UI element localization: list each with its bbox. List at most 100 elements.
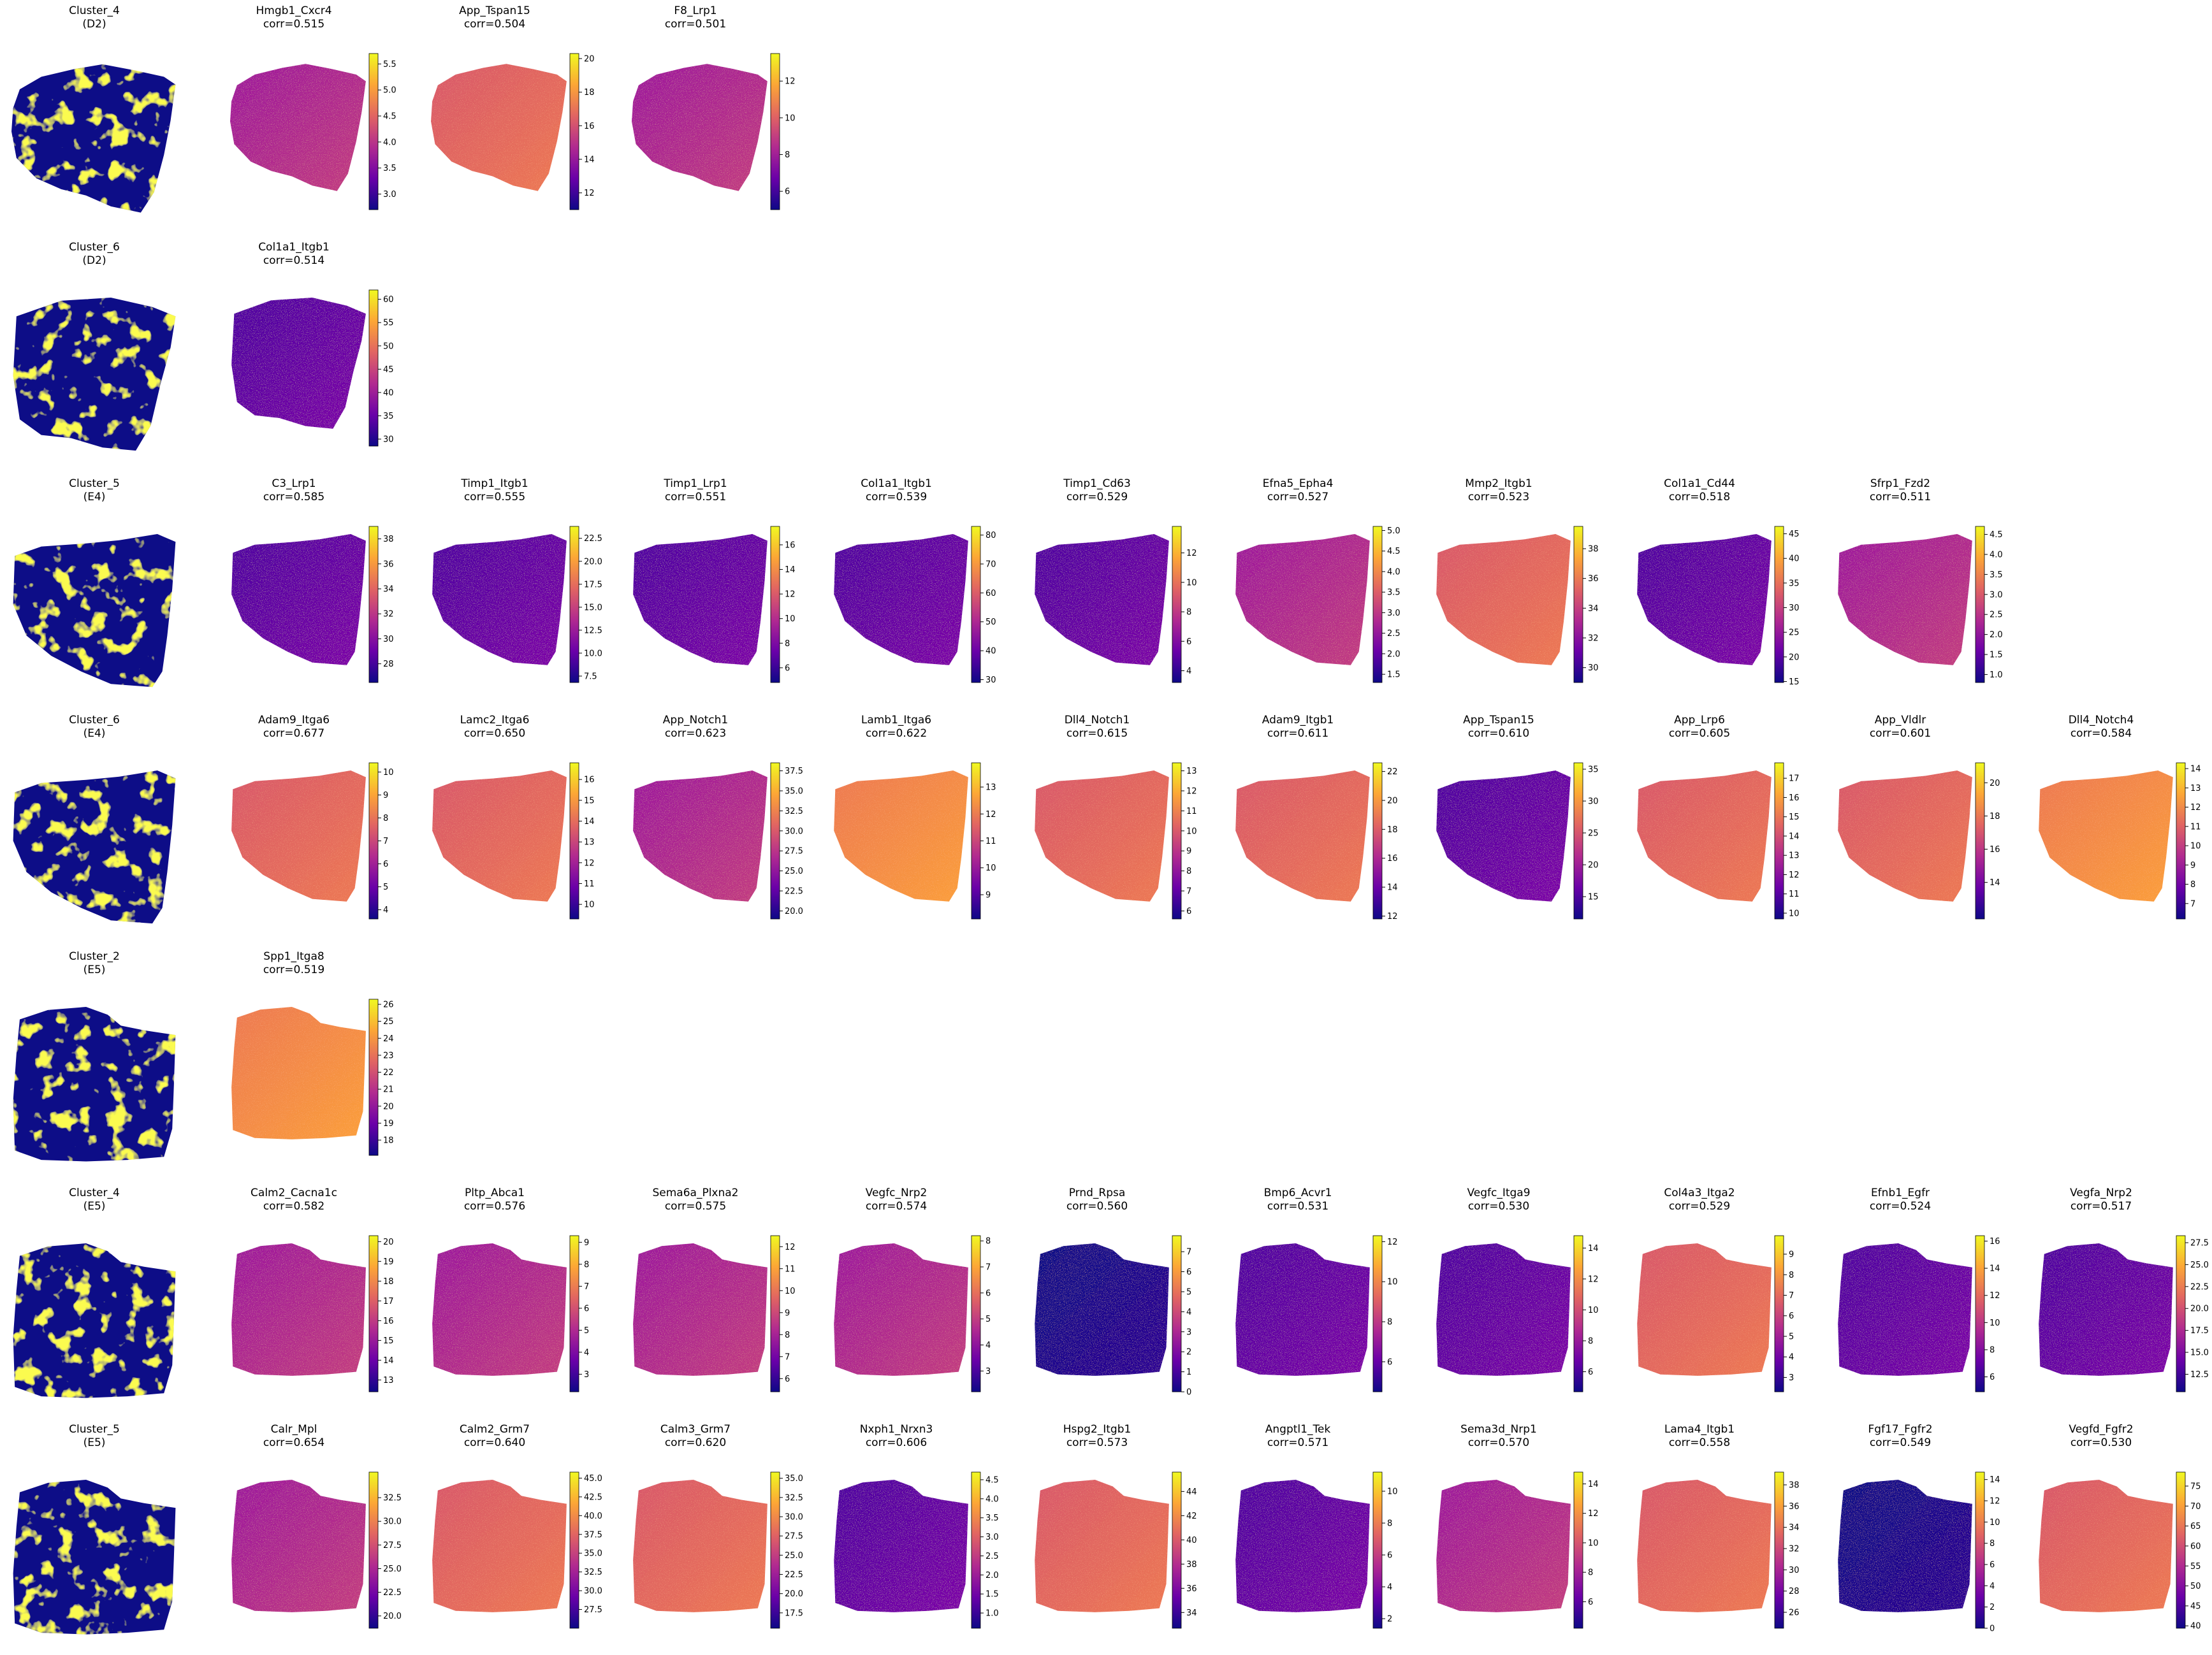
colorbar-tick-label: 13: [584, 838, 595, 848]
spatial-heatmap: [231, 534, 366, 665]
colorbar-tick-label: 30: [383, 635, 394, 644]
colorbar-tick-label: 35: [383, 412, 394, 421]
colorbar-tick-label: 24: [383, 1034, 394, 1044]
colorbar-tick-label: 12.5: [584, 626, 602, 635]
colorbar: 6 7 8 9 10 11 12 13: [1172, 762, 1197, 920]
panel-title-line2: corr=0.558: [1669, 1436, 1730, 1449]
colorbar: 10 11 12 13 14 15 16: [569, 762, 595, 920]
colorbar-gradient: [1573, 1235, 1583, 1392]
colorbar-tick-label: 32.5: [785, 807, 803, 816]
colorbar-tick-label: 7: [584, 1282, 589, 1292]
colorbar-tick-label: 28: [1789, 1587, 1800, 1596]
cluster-mask-panel: Cluster_4(E5): [13, 1187, 176, 1398]
colorbar-tick-label: 11: [584, 879, 595, 889]
colorbar: 7 8 9 10 11 12 13 14: [2176, 762, 2201, 920]
colorbar: 18 19 20 21 22 23 24 25 26: [368, 999, 394, 1156]
colorbar-gradient: [2176, 762, 2186, 920]
panel-title-line2: corr=0.504: [464, 18, 525, 31]
spatial-heatmap: [834, 770, 968, 902]
colorbar-tick-label: 14: [1789, 832, 1800, 841]
colorbar-tick-label: 34: [1789, 1523, 1800, 1533]
colorbar-tick-label: 60: [2190, 1542, 2201, 1551]
colorbar: 1.0 1.5 2.0 2.5 3.0 3.5 4.0 4.5: [1975, 526, 2003, 683]
colorbar-tick-label: 10: [584, 900, 595, 910]
colorbar-tick-label: 45: [2190, 1601, 2201, 1611]
colorbar-tick-label: 2: [1186, 1348, 1191, 1357]
panel-title-line2: corr=0.530: [2070, 1436, 2132, 1449]
panel-title-line1: Prnd_Rpsa: [1069, 1187, 1126, 1199]
colorbar-tick-label: 36: [1186, 1584, 1197, 1594]
colorbar-tick-label: 9: [785, 1308, 790, 1318]
spatial-heatmap: [633, 534, 768, 665]
colorbar-tick-label: 12: [584, 189, 595, 198]
colorbar-tick-label: 12: [1186, 549, 1197, 558]
panel-title-line1: Timp1_Cd63: [1063, 477, 1131, 490]
colorbar-tick-label: 37.5: [584, 1530, 602, 1540]
spatial-heatmap: [1035, 1243, 1169, 1376]
colorbar-tick-label: 6: [383, 860, 388, 869]
spatial-heatmap: [432, 770, 567, 902]
colorbar: 10 11 12 13 14 15 16 17: [1774, 762, 1800, 920]
colorbar-gradient: [770, 1235, 780, 1392]
spatial-heatmap: [834, 1243, 968, 1376]
colorbar-tick-label: 11: [1789, 890, 1800, 899]
panel-title-line1: Pltp_Abca1: [465, 1187, 525, 1199]
colorbar-tick-label: 8: [2190, 880, 2195, 890]
colorbar-tick-label: 42.5: [584, 1492, 602, 1502]
colorbar-tick-label: 30.0: [785, 827, 803, 836]
panel-title-line1: Calm2_Grm7: [460, 1423, 530, 1436]
colorbar: 3.0 3.5 4.0 4.5 5.0 5.5: [368, 53, 397, 210]
colorbar-gradient: [1774, 762, 1784, 920]
spatial-heatmap: [231, 1007, 366, 1139]
colorbar-tick-label: 4: [584, 1348, 589, 1357]
colorbar-tick-label: 3.5: [383, 164, 397, 173]
colorbar-tick-label: 17.5: [2190, 1326, 2209, 1336]
spatial-heatmap: [834, 534, 968, 665]
colorbar: 20.0 22.5 25.0 27.5 30.0 32.5 35.0 37.5: [770, 762, 803, 920]
colorbar-tick-label: 16: [1990, 1237, 2000, 1247]
panel-title-line2: (E5): [84, 1200, 106, 1213]
colorbar-tick-label: 8: [1990, 1539, 1995, 1549]
colorbar-tick-label: 17: [383, 1297, 394, 1306]
colorbar-tick-label: 38: [1588, 545, 1599, 554]
colorbar-tick-label: 5: [1186, 1287, 1191, 1297]
panel-title-line2: corr=0.601: [1870, 727, 1931, 740]
colorbar-tick-label: 15.0: [2190, 1348, 2209, 1358]
colorbar-gradient: [569, 1471, 579, 1629]
colorbar-tick-label: 0: [1186, 1388, 1191, 1398]
colorbar-tick-label: 27.5: [584, 1605, 602, 1615]
colorbar-tick-label: 25.0: [785, 867, 803, 876]
colorbar-tick-label: 38: [1789, 1481, 1800, 1491]
colorbar-tick-label: 10: [2190, 842, 2201, 851]
colorbar-tick-label: 5.5: [383, 60, 397, 69]
colorbar-tick-label: 12: [1990, 1497, 2000, 1507]
colorbar-tick-label: 22.5: [785, 887, 803, 897]
colorbar-tick-label: 15: [383, 1336, 394, 1346]
cluster-mask-map: [13, 1480, 176, 1635]
panel-title-line2: corr=0.511: [1870, 491, 1931, 503]
panel-title-line2: corr=0.524: [1870, 1200, 1931, 1213]
colorbar: 3 4 5 6 7 8: [971, 1235, 991, 1392]
colorbar-tick-label: 12: [1990, 1291, 2000, 1301]
spatial-heatmap: [231, 770, 366, 902]
cluster-mask-panel: Cluster_6(E4): [13, 714, 176, 924]
panel-grid: Cluster_4(D2)Hmgb1_Cxcr4corr=0.5153.03.5…: [11, 4, 2209, 1635]
colorbar: 12.5 15.0 17.5 20.0 22.5 25.0 27.5: [2176, 1235, 2209, 1392]
colorbar-gradient: [368, 1471, 379, 1629]
panel-title-line2: corr=0.570: [1468, 1436, 1529, 1449]
colorbar-tick-label: 10: [1990, 1518, 2000, 1528]
colorbar-tick-label: 5: [1789, 1332, 1794, 1341]
colorbar-tick-label: 2.5: [1387, 629, 1401, 639]
colorbar-tick-label: 20.0: [785, 907, 803, 916]
panel-title-line1: Sfrp1_Fzd2: [1870, 477, 1930, 490]
colorbar-tick-label: 36: [383, 560, 394, 569]
